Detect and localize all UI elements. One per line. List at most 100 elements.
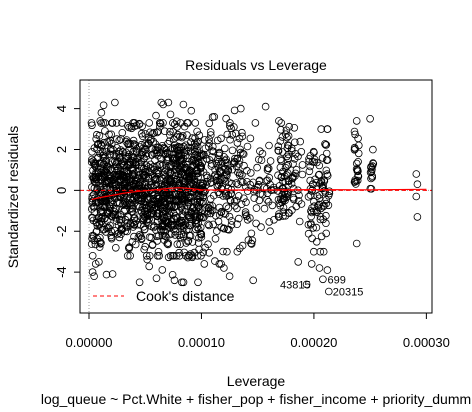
scatter-point: [88, 205, 96, 213]
scatter-point: [129, 153, 137, 161]
scatter-point: [158, 142, 167, 150]
scatter-point: [263, 176, 272, 185]
scatter-point: [178, 278, 186, 287]
scatter-point: [163, 239, 172, 248]
scatter-point: [279, 208, 288, 217]
scatter-point: [246, 214, 254, 222]
scatter-point: [240, 194, 248, 203]
scatter-point: [96, 207, 105, 216]
scatter-point: [129, 166, 137, 175]
scatter-point: [93, 227, 101, 235]
scatter-point: [210, 191, 218, 200]
scatter-point: [265, 174, 274, 182]
scatter-point: [123, 223, 132, 231]
scatter-point: [263, 164, 272, 173]
scatter-point: [180, 195, 189, 203]
scatter-point: [233, 220, 241, 229]
x-axis-label: Leverage: [227, 373, 286, 389]
scatter-point: [170, 276, 179, 285]
scatter-point: [93, 145, 101, 154]
scatter-point: [208, 160, 216, 168]
scatter-point: [312, 238, 321, 246]
scatter-point: [109, 190, 117, 198]
scatter-point: [194, 195, 202, 204]
chart-title: Residuals vs Leverage: [185, 57, 327, 73]
scatter-point: [112, 160, 120, 169]
scatter-point: [244, 236, 253, 244]
x-tick-label: 0.00020: [290, 335, 337, 350]
scatter-point: [195, 194, 203, 202]
scatter-point: [369, 145, 377, 154]
scatter-point: [153, 128, 161, 137]
scatter-point: [242, 198, 250, 207]
scatter-point: [164, 203, 173, 211]
scatter-point: [154, 248, 163, 256]
scatter-point: [122, 148, 130, 157]
scatter-point: [312, 179, 321, 187]
scatter-point: [142, 252, 151, 260]
scatter-point: [232, 162, 241, 171]
scatter-point: [176, 132, 184, 141]
scatter-point: [102, 270, 111, 279]
scatter-point: [173, 163, 182, 172]
scatter-point: [227, 221, 236, 229]
scatter-point: [209, 147, 218, 156]
scatter-point: [90, 272, 98, 281]
scatter-point: [180, 248, 189, 257]
scatter-point: [97, 185, 106, 194]
scatter-points: [87, 98, 422, 296]
scatter-point: [193, 223, 202, 232]
scatter-point: [166, 127, 174, 136]
scatter-point: [220, 264, 228, 272]
scatter-point: [237, 104, 245, 113]
scatter-point: [351, 177, 359, 186]
scatter-point: [191, 151, 199, 159]
scatter-point: [181, 208, 189, 216]
scatter-point: [140, 207, 149, 216]
scatter-point: [261, 102, 270, 111]
scatter-point: [319, 275, 327, 284]
scatter-point: [161, 217, 170, 226]
scatter-point: [291, 150, 300, 158]
scatter-point: [99, 101, 108, 110]
scatter-point: [235, 156, 244, 165]
x-tick-label: 0.00010: [178, 335, 225, 350]
scatter-point: [88, 148, 96, 156]
scatter-point: [257, 223, 265, 231]
scatter-point: [323, 125, 332, 133]
scatter-point: [211, 235, 220, 243]
scatter-point: [137, 129, 146, 138]
scatter-point: [254, 155, 263, 164]
scatter-point: [315, 194, 324, 203]
scatter-point: [279, 195, 288, 204]
scatter-point: [228, 146, 237, 155]
scatter-point: [102, 228, 110, 236]
scatter-point: [235, 214, 243, 223]
point-label-699: 699: [327, 274, 345, 286]
scatter-point: [111, 173, 120, 181]
scatter-point: [112, 244, 120, 252]
scatter-point: [105, 130, 113, 139]
scatter-point: [166, 131, 174, 139]
scatter-point: [196, 151, 205, 160]
scatter-point: [206, 206, 215, 214]
scatter-point: [137, 197, 146, 206]
scatter-point: [222, 155, 231, 164]
scatter-point: [289, 160, 297, 168]
scatter-point: [237, 177, 246, 186]
legend: Cook's distance: [93, 288, 235, 304]
scatter-point: [97, 108, 106, 117]
scatter-point: [155, 119, 164, 127]
scatter-point: [134, 160, 143, 169]
scatter-point: [225, 272, 234, 281]
scatter-point: [366, 115, 374, 123]
scatter-point: [230, 197, 239, 206]
scatter-point: [224, 167, 232, 175]
scatter-point: [184, 213, 193, 221]
scatter-point: [187, 217, 196, 226]
scatter-point: [249, 276, 258, 285]
scatter-point: [354, 158, 362, 166]
scatter-point: [253, 163, 261, 172]
scatter-point: [117, 225, 125, 234]
